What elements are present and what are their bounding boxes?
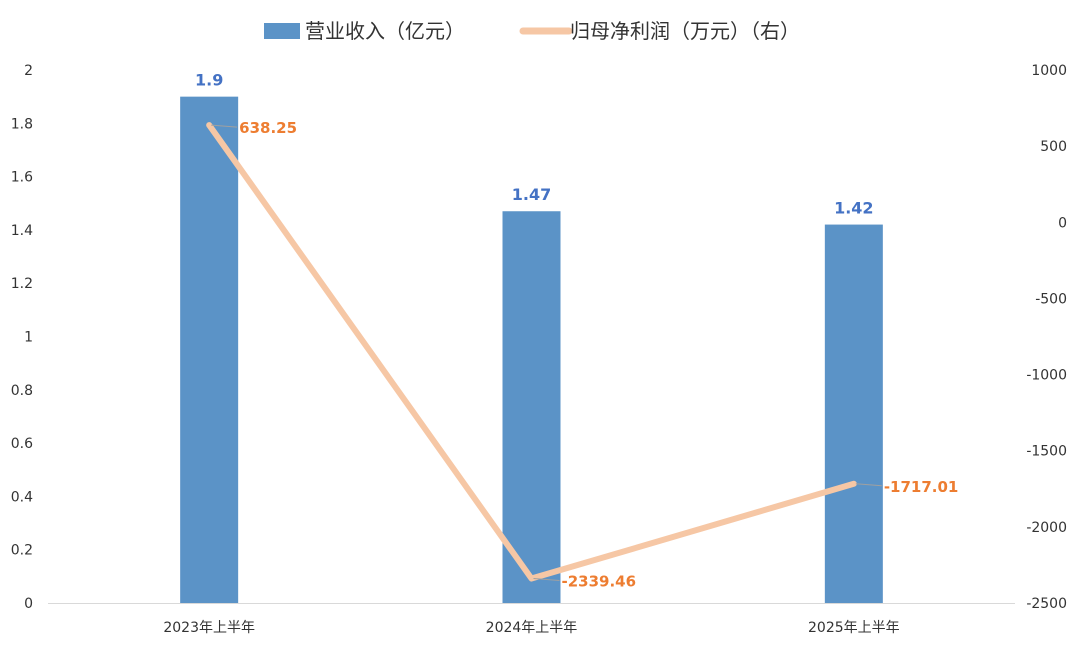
right-axis-tick-label: -1500 (1026, 444, 1067, 460)
line-label-leader (855, 483, 882, 487)
x-axis-tick-label: 2023年上半年 (163, 620, 255, 636)
line-value-label: 638.25 (239, 119, 297, 137)
left-axis-tick-label: 1.8 (11, 116, 33, 132)
right-axis-tick-label: -2000 (1026, 520, 1067, 536)
line-value-label: -1717.01 (884, 478, 959, 496)
left-axis-tick-label: 0.2 (11, 543, 33, 559)
x-axis: 2023年上半年 2024年上半年 2025年上半年 (48, 603, 1015, 636)
right-axis-tick-label: 1000 (1031, 63, 1067, 79)
line-label-leader (211, 124, 238, 128)
left-axis-tick-label: 2 (24, 63, 33, 79)
right-y-axis: -2500 -2000 -1500 -1000 -500 0 500 1000 (1026, 63, 1067, 612)
bar-value-label: 1.42 (834, 199, 873, 218)
bar (502, 211, 561, 603)
left-axis-tick-label: 1 (24, 330, 33, 346)
right-axis-tick-label: -2500 (1026, 596, 1067, 612)
x-axis-tick-label: 2024年上半年 (486, 620, 578, 636)
right-axis-tick-label: -1000 (1026, 368, 1067, 384)
bar-value-label: 1.9 (195, 71, 223, 90)
line-value-label: -2339.46 (562, 573, 637, 591)
left-axis-tick-label: 0.6 (11, 436, 33, 452)
bar (824, 224, 883, 603)
legend: 营业收入（亿元） 归母净利润（万元）（右） (264, 19, 800, 43)
bar-series (180, 96, 883, 604)
left-axis-tick-label: 0.4 (11, 489, 33, 505)
bar-value-label: 1.47 (512, 185, 551, 204)
left-y-axis: 0 0.2 0.4 0.6 0.8 1 1.2 1.4 1.6 1.8 2 (11, 63, 33, 612)
net-profit-line (206, 122, 857, 582)
left-axis-tick-label: 1.4 (11, 223, 33, 239)
left-axis-tick-label: 0.8 (11, 383, 33, 399)
right-axis-tick-label: 0 (1058, 215, 1067, 231)
legend-bar-label: 营业收入（亿元） (305, 19, 465, 43)
left-axis-tick-label: 1.6 (11, 170, 33, 186)
left-axis-tick-label: 0 (24, 596, 33, 612)
legend-line-label: 归母净利润（万元）（右） (570, 19, 800, 43)
right-axis-tick-label: 500 (1040, 139, 1067, 155)
line-label-leader (533, 578, 560, 582)
data-labels: 1.9 1.47 1.42 638.25 -2339.46 -1717.01 (195, 71, 958, 591)
legend-bar-swatch (264, 23, 300, 39)
x-axis-tick-label: 2025年上半年 (808, 620, 900, 636)
line-series (206, 122, 857, 582)
left-axis-tick-label: 1.2 (11, 276, 33, 292)
bar (180, 96, 239, 604)
right-axis-tick-label: -500 (1035, 291, 1067, 307)
